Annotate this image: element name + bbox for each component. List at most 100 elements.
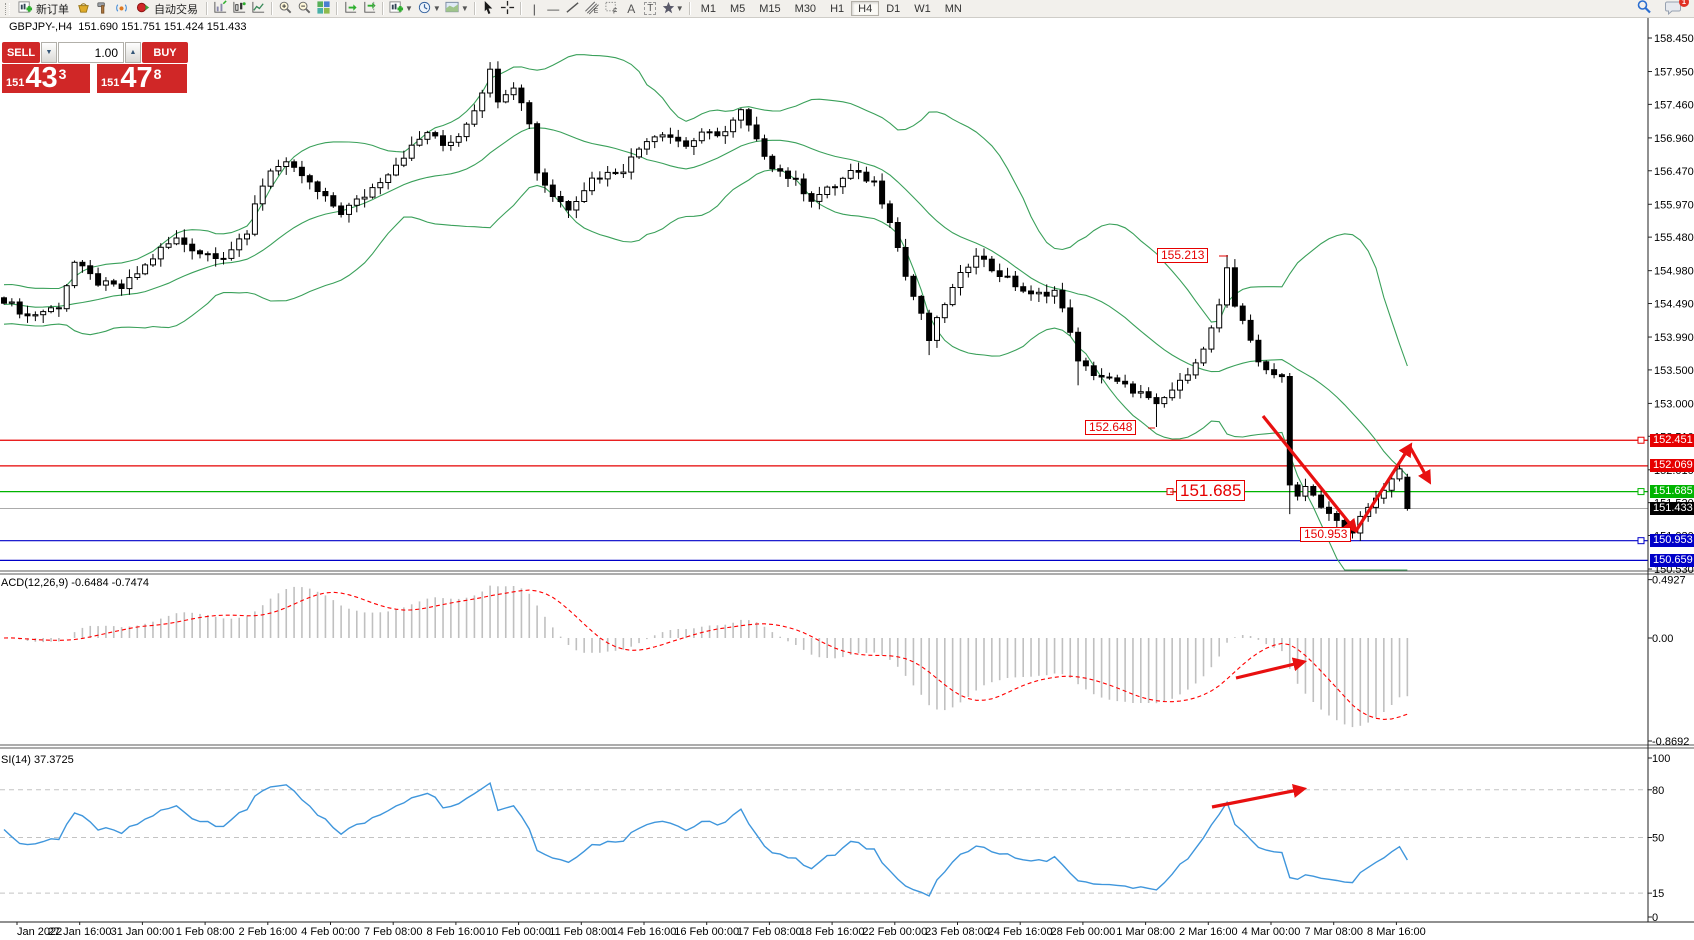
candle-body (957, 272, 964, 288)
vertical-line-button[interactable]: | (525, 1, 544, 17)
time-axis-label: 24 Feb 16:00 (988, 926, 1053, 938)
text-button[interactable]: A (622, 1, 641, 17)
volume-increase-button[interactable]: ▲ (125, 42, 141, 63)
notifications-button[interactable]: 1 (1663, 0, 1689, 17)
price-callout-label[interactable]: 155.213 (1157, 248, 1209, 264)
timeframe-w1[interactable]: W1 (907, 1, 938, 16)
volume-decrease-button[interactable]: ▼ (41, 42, 57, 63)
price-axis-label: 153.500 (1654, 365, 1694, 377)
sell-price-display[interactable]: 151 43 3 (2, 64, 90, 93)
zoom-in-button[interactable] (276, 1, 295, 17)
candle-body (879, 180, 886, 205)
shapes-dropdown[interactable]: ▼ (660, 1, 686, 17)
styles-button[interactable] (74, 1, 93, 17)
trend-arrow[interactable] (1261, 414, 1358, 534)
rsi-arrow[interactable] (1211, 784, 1308, 809)
fibonacci-button[interactable]: E (582, 1, 602, 17)
candle-chart-mode-button[interactable] (230, 1, 249, 17)
candle-body (628, 156, 635, 173)
candle-body (698, 131, 705, 142)
template-icon (445, 0, 460, 18)
candle-body (1153, 397, 1160, 405)
time-axis-label: 11 Feb 08:00 (549, 926, 613, 938)
candle-body (988, 258, 995, 272)
buy-price-display[interactable]: 151 47 8 (97, 64, 187, 93)
timeframe-m15[interactable]: M15 (752, 1, 787, 16)
candle-body (526, 102, 533, 125)
template-dropdown[interactable]: ▼ (443, 1, 471, 17)
buy-button[interactable]: BUY (142, 42, 188, 63)
price-axis-label: 156.470 (1654, 166, 1694, 178)
new-order-label: 新订单 (36, 3, 69, 16)
candle-body (87, 265, 94, 275)
candle-body (902, 247, 909, 277)
zoom-out-button[interactable] (295, 1, 314, 17)
rsi-line (3, 781, 1408, 897)
axis-price-tag: 151.685 (1650, 485, 1694, 498)
auto-trading-button[interactable]: 自动交易 (131, 1, 203, 17)
bollinger-middle (3, 127, 1408, 477)
candle-body (291, 161, 298, 168)
line-chart-mode-button[interactable] (249, 1, 268, 17)
candle-body (941, 304, 948, 319)
price-callout-label[interactable]: 150.953 (1300, 527, 1352, 543)
candle-body (1216, 304, 1223, 329)
candle-body (1294, 484, 1301, 497)
timeframe-m1[interactable]: M1 (694, 1, 723, 16)
rsi-axis-label: 50 (1652, 833, 1664, 845)
volume-input[interactable]: 1.00 (58, 42, 124, 63)
timeframe-m5[interactable]: M5 (723, 1, 752, 16)
candle-body (1200, 348, 1207, 364)
period-dropdown[interactable]: ▼ (415, 1, 443, 17)
time-axis-label: 4 Mar 00:00 (1242, 926, 1301, 938)
candle-body (63, 285, 70, 310)
time-axis-label: 2 Feb 16:00 (238, 926, 297, 938)
new-order-icon (18, 0, 33, 18)
candle-body (675, 136, 682, 142)
bar-chart-icon (213, 0, 228, 18)
candle-body (259, 185, 266, 205)
search-button[interactable] (1634, 0, 1654, 17)
timeframe-mn[interactable]: MN (938, 1, 969, 16)
candle-body (369, 187, 376, 198)
new-chart-dropdown[interactable]: ▼ (387, 0, 415, 17)
tools-button[interactable] (93, 1, 112, 17)
trend-arrow[interactable] (1354, 442, 1413, 532)
bar-chart-mode-button[interactable] (211, 0, 230, 18)
trend-arrow[interactable] (1408, 446, 1432, 485)
horizontal-line-button[interactable]: — (544, 1, 563, 17)
candle-body (16, 301, 23, 315)
candle-body (1130, 383, 1136, 394)
macd-arrow[interactable] (1235, 657, 1308, 680)
line-drag-handle[interactable] (1637, 488, 1645, 496)
signals-button[interactable] (112, 1, 131, 17)
candle-body (785, 170, 791, 179)
crosshair-button[interactable] (498, 0, 517, 17)
time-axis-label: 14 Feb 16:00 (612, 926, 677, 938)
line-drag-handle[interactable] (1637, 436, 1645, 444)
timeframe-m30[interactable]: M30 (788, 1, 823, 16)
text-label-button[interactable]: T (641, 1, 660, 17)
cursor-button[interactable] (479, 0, 498, 17)
candle-body (440, 135, 446, 146)
candle-body (314, 181, 321, 192)
trendline-button[interactable] (563, 1, 582, 17)
price-callout-label[interactable]: 152.648 (1085, 420, 1137, 436)
tile-windows-button[interactable] (314, 0, 333, 17)
line-drag-handle[interactable] (1637, 537, 1645, 545)
timeframe-h4[interactable]: H4 (851, 1, 880, 16)
candle-body (134, 273, 141, 278)
new-order-button[interactable]: 新订单 (13, 0, 74, 18)
spinner-down-icon: ▼ (45, 49, 53, 56)
sell-button[interactable]: SELL (2, 42, 40, 63)
price-callout-label[interactable]: 151.685 (1176, 480, 1246, 502)
timeframe-h1[interactable]: H1 (823, 1, 851, 16)
auto-scroll-button[interactable] (341, 1, 360, 17)
toolbar-grip (5, 2, 10, 15)
candle-body (761, 138, 768, 157)
rsi-axis-label: 15 (1652, 888, 1664, 900)
grid-button[interactable]: F (602, 1, 622, 17)
timeframe-d1[interactable]: D1 (879, 1, 907, 16)
chart-shift-button[interactable] (360, 1, 379, 17)
